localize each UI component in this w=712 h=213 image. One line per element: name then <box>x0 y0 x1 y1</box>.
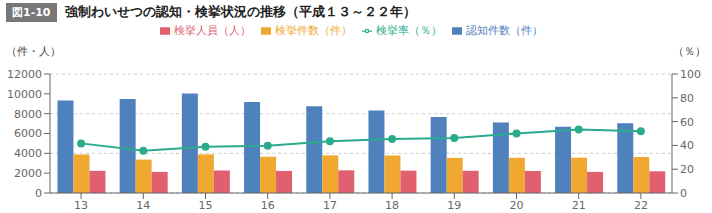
svg-text:10000: 10000 <box>8 88 42 101</box>
svg-text:20: 20 <box>510 199 524 212</box>
html-text:（件・人）: （件・人） <box>6 45 61 58</box>
html-text:図1-10: 図1-10 <box>12 5 51 19</box>
svg-text:20: 20 <box>680 163 694 176</box>
svg-text:19: 19 <box>447 199 461 212</box>
svg-text:15: 15 <box>199 199 213 212</box>
svg-text:0: 0 <box>680 187 687 200</box>
svg-text:8000: 8000 <box>14 108 42 121</box>
svg-text:22: 22 <box>634 199 648 212</box>
svg-text:6000: 6000 <box>14 127 42 140</box>
svg-text:60: 60 <box>680 116 694 129</box>
html-text:検挙人員（人）: 検挙人員（人） <box>173 24 251 37</box>
svg-text:2000: 2000 <box>14 167 42 180</box>
html-text:強制わいせつの認知・検挙状況の推移（平成１３～２２年）: 強制わいせつの認知・検挙状況の推移（平成１３～２２年） <box>64 4 416 19</box>
svg-text:14: 14 <box>136 199 150 212</box>
svg-text:0: 0 <box>35 187 42 200</box>
svg-text:80: 80 <box>680 92 694 105</box>
svg-text:18: 18 <box>385 199 399 212</box>
html-text:認知件数（件）: 認知件数（件） <box>465 24 543 37</box>
svg-text:17: 17 <box>323 199 337 212</box>
html-text:検挙件数（件）: 検挙件数（件） <box>274 24 352 37</box>
svg-text:13: 13 <box>74 199 88 212</box>
svg-text:12000: 12000 <box>8 68 42 81</box>
svg-text:40: 40 <box>680 139 694 152</box>
svg-text:100: 100 <box>680 68 701 81</box>
svg-text:4000: 4000 <box>14 147 42 160</box>
html-text:検挙率（％）: 検挙率（％） <box>375 24 442 37</box>
svg-text:21: 21 <box>572 199 586 212</box>
svg-text:16: 16 <box>261 199 275 212</box>
